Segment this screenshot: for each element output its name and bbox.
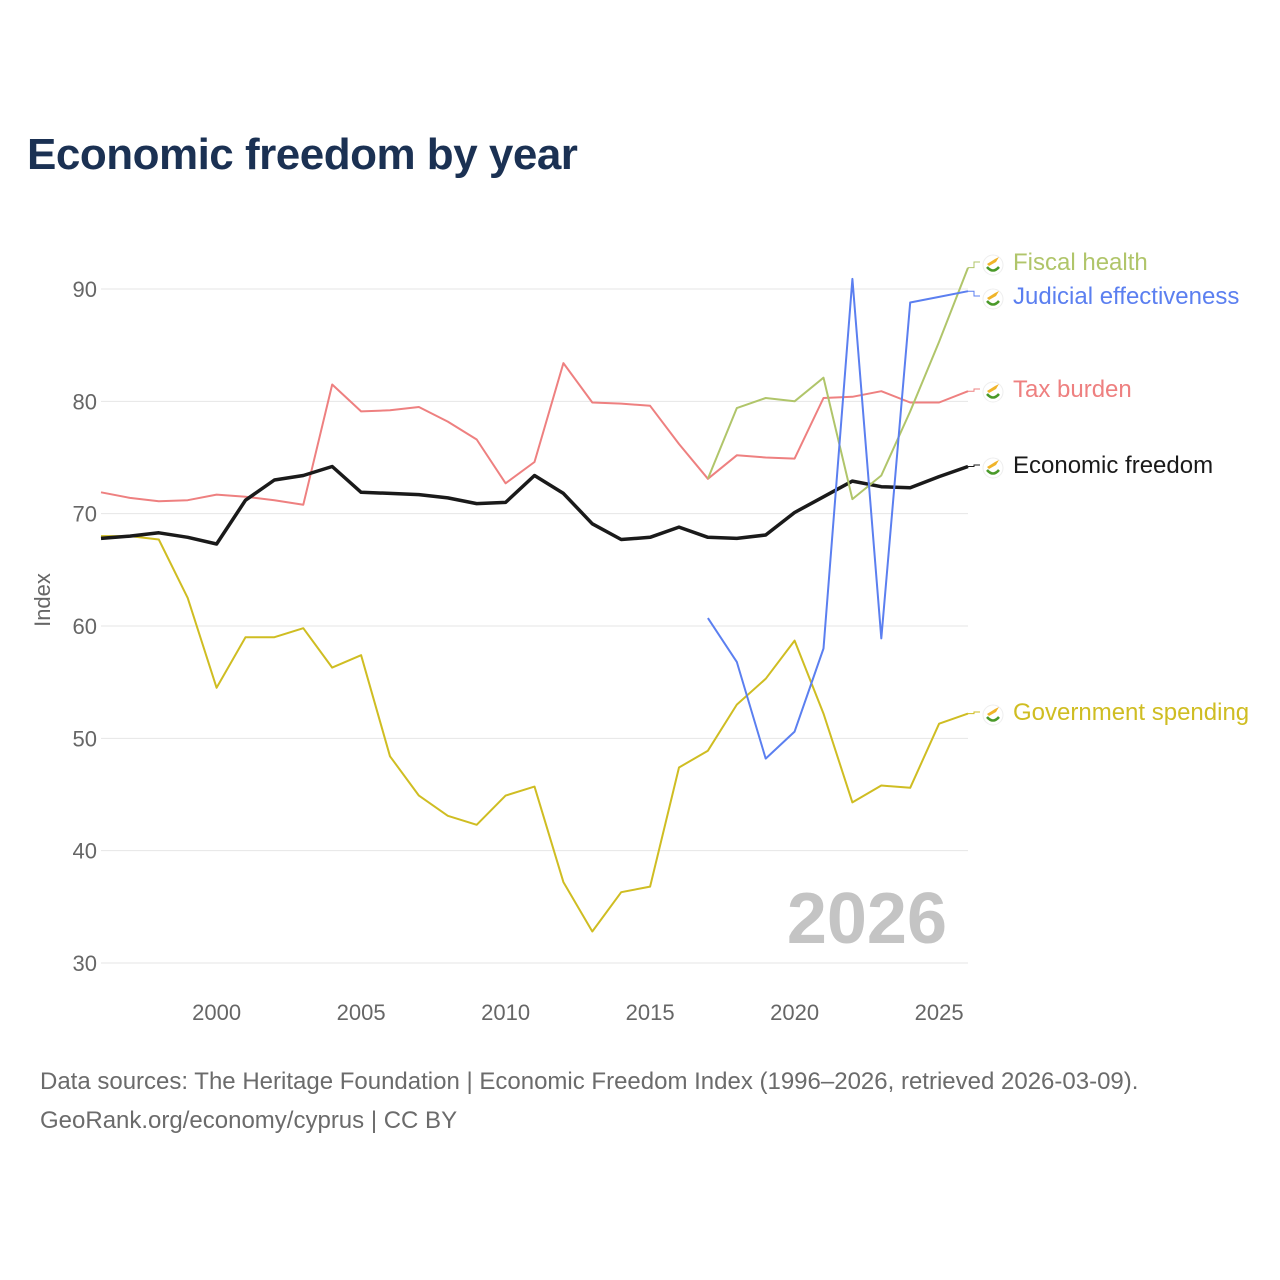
x-tick-label: 2015 [626, 1000, 675, 1025]
x-tick-label: 2000 [192, 1000, 241, 1025]
cyprus-island-icon [987, 707, 999, 716]
y-tick-label: 50 [73, 726, 97, 751]
cyprus-island-icon [987, 291, 999, 300]
cyprus-flag-icon [982, 381, 1004, 403]
y-tick-label: 80 [73, 389, 97, 414]
year-watermark: 2026 [787, 879, 947, 959]
cyprus-island-icon [987, 460, 999, 469]
y-tick-label: 60 [73, 614, 97, 639]
cyprus-flag-icon [982, 457, 1004, 479]
cyprus-flag-icon [982, 254, 1004, 276]
series-line-judicial-effectiveness [707, 277, 969, 760]
x-tick-label: 2020 [770, 1000, 819, 1025]
legend-connector [968, 290, 980, 297]
x-tick-label: 2010 [481, 1000, 530, 1025]
chart-title: Economic freedom by year [27, 130, 578, 179]
x-tick-label: 2025 [915, 1000, 964, 1025]
legend-connector [968, 464, 980, 467]
legend-label-tax-burden: Tax burden [1013, 376, 1132, 403]
y-tick-label: 70 [73, 502, 97, 527]
footer-sources: Data sources: The Heritage Foundation | … [40, 1068, 1139, 1095]
olive-branch-icon [986, 300, 1000, 306]
y-tick-label: 90 [73, 277, 97, 302]
olive-branch-icon [986, 266, 1000, 272]
olive-branch-icon [986, 716, 1000, 722]
legend-connector [968, 711, 980, 715]
legend-label-economic-freedom: Economic freedom [1013, 452, 1213, 479]
series-line-fiscal-health [706, 267, 969, 501]
y-tick-label: 30 [73, 951, 97, 976]
x-tick-label: 2005 [337, 1000, 386, 1025]
legend-connector [968, 388, 980, 392]
legend-label-fiscal-health: Fiscal health [1013, 249, 1148, 276]
footer-credit: GeoRank.org/economy/cyprus | CC BY [40, 1107, 458, 1134]
legend-label-judicial-effectiveness: Judicial effectiveness [1013, 283, 1239, 310]
cyprus-island-icon [987, 257, 999, 266]
legend-label-government-spending: Government spending [1013, 699, 1249, 726]
legend-connector [968, 261, 980, 269]
cyprus-flag-icon [982, 704, 1004, 726]
olive-branch-icon [986, 393, 1000, 399]
y-axis-label: Index [30, 573, 55, 627]
olive-branch-icon [986, 469, 1000, 475]
cyprus-island-icon [987, 384, 999, 393]
y-tick-label: 40 [73, 839, 97, 864]
series-line-government-spending [101, 535, 969, 933]
series-line-economic-freedom [100, 464, 969, 546]
series-line-tax-burden [100, 362, 969, 506]
cyprus-flag-icon [982, 288, 1004, 310]
